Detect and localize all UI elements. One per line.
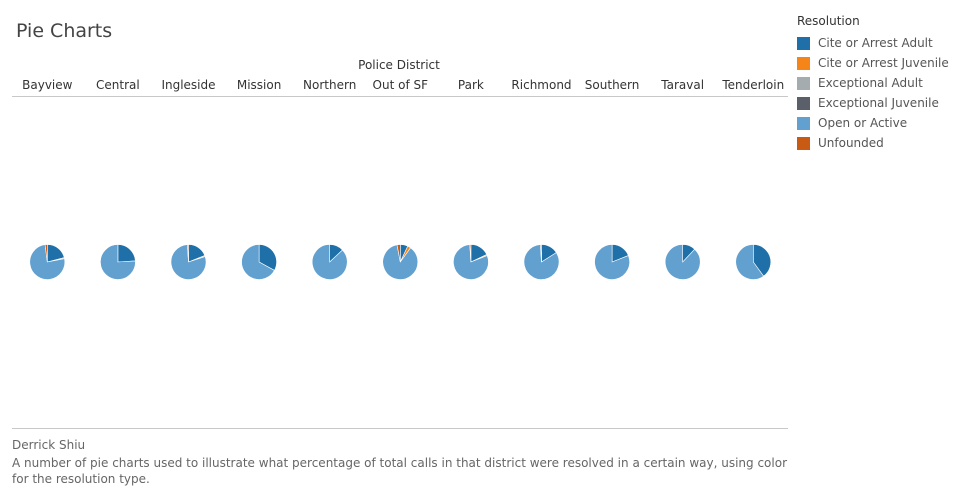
district-label: Park	[457, 78, 484, 92]
legend-swatch	[797, 136, 810, 150]
legend-label: Exceptional Juvenile	[818, 96, 939, 110]
legend-item[interactable]: Exceptional Adult	[797, 73, 957, 93]
page-title: Pie Charts	[16, 20, 113, 42]
chart-caption: A number of pie charts used to illustrat…	[12, 456, 788, 486]
district-label: Richmond	[511, 78, 572, 92]
pie-slice[interactable]	[117, 244, 136, 263]
district-pie[interactable]	[170, 244, 207, 280]
pie-slice[interactable]	[241, 244, 275, 280]
district-pie[interactable]	[664, 244, 701, 280]
district-label: Bayview	[22, 78, 73, 92]
pie-slice[interactable]	[753, 244, 772, 277]
legend-items: Cite or Arrest Adult Cite or Arrest Juven…	[797, 33, 957, 153]
legend-swatch	[797, 36, 810, 50]
legend-label: Unfounded	[818, 136, 884, 150]
pie-chart-grid	[29, 244, 772, 280]
pie-slice[interactable]	[664, 244, 701, 280]
legend-item[interactable]: Cite or Arrest Adult	[797, 33, 957, 53]
footer-divider	[12, 428, 788, 429]
legend-label: Cite or Arrest Adult	[818, 36, 933, 50]
legend-title: Resolution	[797, 14, 860, 28]
pie-slice[interactable]	[735, 244, 765, 280]
district-pie[interactable]	[311, 244, 348, 280]
pie-slice[interactable]	[187, 244, 189, 263]
district-label: Southern	[584, 78, 640, 92]
district-pie[interactable]	[594, 244, 630, 280]
district-pie[interactable]	[382, 244, 419, 280]
district-pie[interactable]	[29, 244, 66, 280]
legend-label: Open or Active	[818, 116, 908, 130]
district-label: Ingleside	[161, 78, 216, 92]
column-axis-title: Police District	[358, 58, 440, 72]
pie-slice[interactable]	[100, 244, 136, 280]
legend-swatch	[797, 56, 810, 70]
pie-slice[interactable]	[44, 244, 48, 263]
district-pie[interactable]	[735, 244, 772, 280]
legend-item[interactable]: Cite or Arrest Juvenile	[797, 53, 957, 73]
pie-slice[interactable]	[540, 244, 542, 263]
legend-item[interactable]: Open or Active	[797, 113, 957, 133]
legend-swatch	[797, 96, 810, 110]
district-header-row: Bayview Central Ingleside Mission Northern Ou…	[12, 78, 788, 97]
district-label: Tenderloin	[722, 78, 785, 92]
district-label: Taraval	[661, 78, 705, 92]
district-label: Out of SF	[372, 78, 429, 92]
pie-slice[interactable]	[396, 244, 401, 263]
legend-label: Cite or Arrest Juvenile	[818, 56, 949, 70]
pie-slice[interactable]	[469, 244, 472, 263]
district-pie[interactable]	[523, 244, 560, 280]
district-label: Mission	[236, 78, 282, 92]
pie-slice[interactable]	[453, 244, 489, 280]
district-pie[interactable]	[241, 244, 277, 280]
pie-slice[interactable]	[311, 244, 348, 280]
district-label: Central	[96, 78, 140, 92]
pie-slice[interactable]	[29, 244, 66, 280]
legend: Resolution Cite or Arrest Adult Cite or A…	[797, 14, 957, 153]
district-label: Northern	[303, 78, 357, 92]
legend-swatch	[797, 76, 810, 90]
district-pie[interactable]	[100, 244, 136, 280]
legend-item[interactable]: Exceptional Juvenile	[797, 93, 957, 113]
pie-slice[interactable]	[594, 244, 630, 280]
pie-slice[interactable]	[382, 244, 419, 280]
author-name: Derrick Shiu	[12, 438, 86, 452]
district-pie[interactable]	[453, 244, 489, 280]
legend-label: Exceptional Adult	[818, 76, 923, 90]
legend-item[interactable]: Unfounded	[797, 133, 957, 153]
legend-swatch	[797, 116, 810, 130]
pie-slice[interactable]	[258, 244, 277, 271]
pie-slice[interactable]	[523, 244, 560, 280]
